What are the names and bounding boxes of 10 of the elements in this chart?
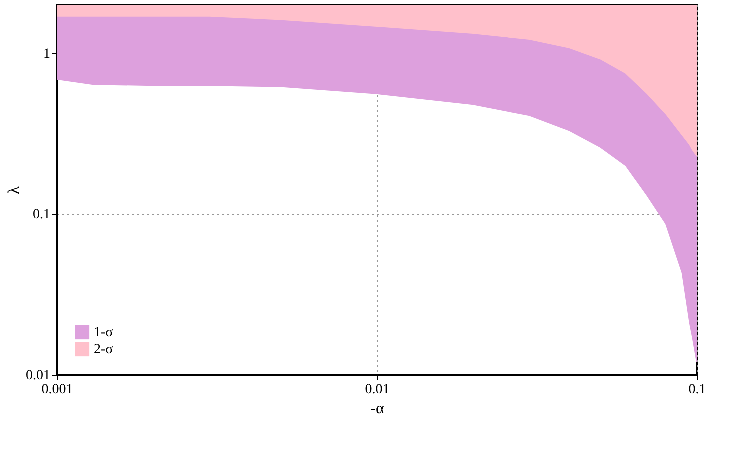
x-tick-label: 0.1	[688, 382, 706, 398]
y-tick-label: 1	[44, 46, 50, 62]
y-axis-title: λ	[6, 186, 23, 194]
x-axis-title: -α	[370, 400, 385, 418]
legend-label: 2-σ	[94, 342, 114, 358]
x-tick-label: 0.01	[365, 382, 390, 398]
y-tick-label: 0.1	[33, 208, 50, 223]
legend-label: 1-σ	[94, 326, 114, 340]
y-tick-label: 0.01	[26, 368, 50, 384]
x-tick-label: 0.001	[42, 382, 74, 398]
